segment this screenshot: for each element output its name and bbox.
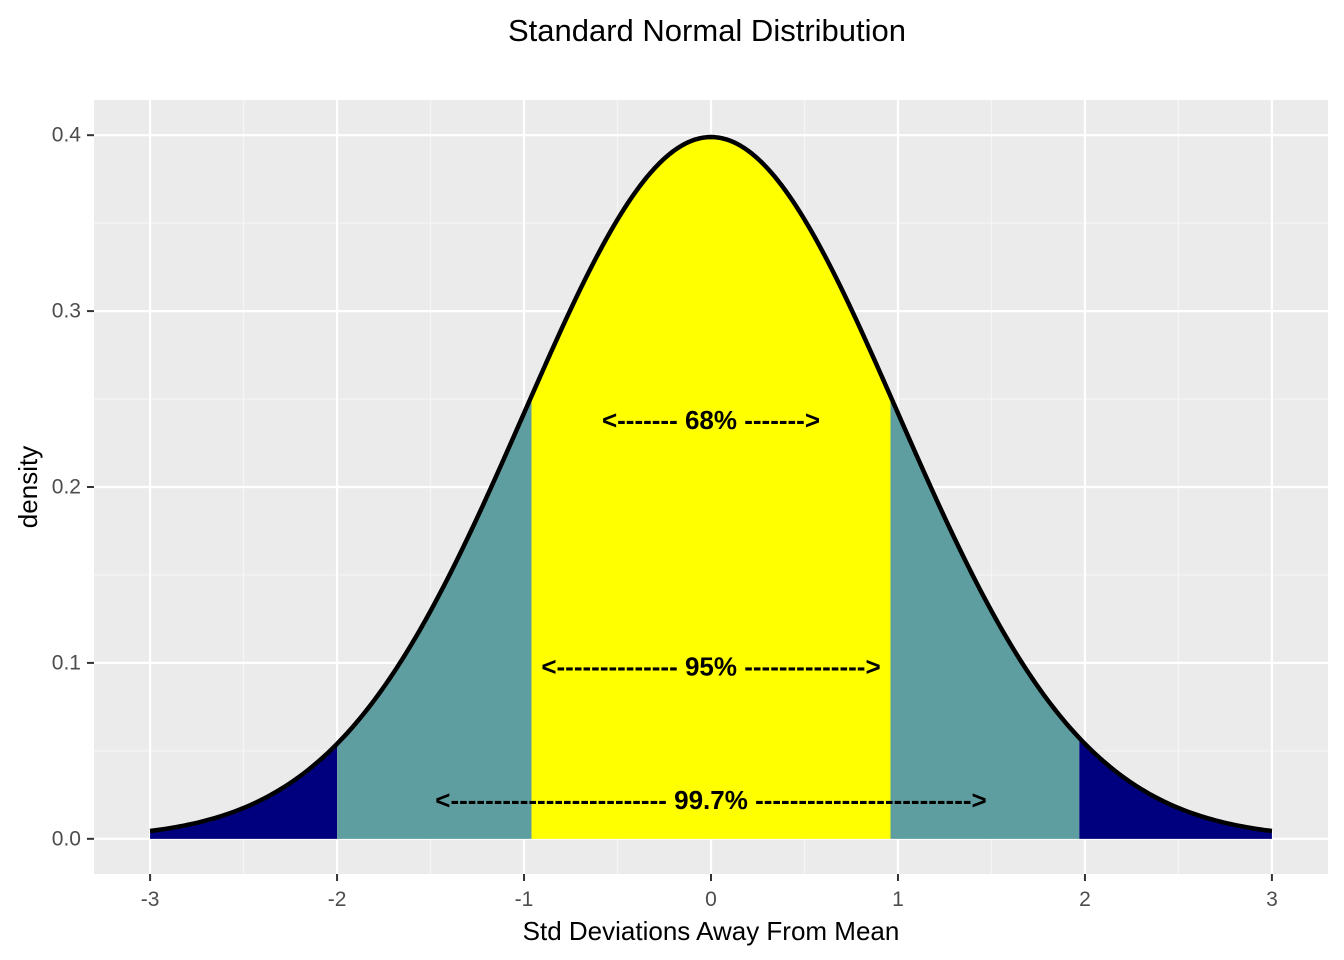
y-axis-ticks: 0.0 0.1 0.2 0.3 0.4 [52, 124, 94, 850]
shaded-region-1 [150, 743, 338, 839]
x-tick-label: 0 [705, 888, 717, 911]
annotation-3: <------------------------- 99.7% -------… [435, 785, 986, 815]
annotation-2: <-------------- 95% --------------> [541, 651, 880, 681]
y-axis-title: density [13, 446, 43, 528]
density-curve [149, 134, 1273, 834]
annotations: <------- 68% -------> <-------------- 95%… [435, 405, 986, 815]
y-tick-label: 0.4 [52, 124, 82, 147]
y-tick-label: 0.2 [52, 476, 81, 499]
x-tick-label: -2 [328, 888, 347, 911]
x-tick-label: 1 [892, 888, 904, 911]
y-tick-label: 0.3 [52, 300, 81, 323]
x-axis-title: Std Deviations Away From Mean [523, 916, 900, 946]
shaded-region-5 [1079, 738, 1272, 839]
x-tick-label: 2 [1079, 888, 1091, 911]
shaded-region-3 [531, 137, 891, 839]
x-tick-label: -3 [141, 888, 160, 911]
annotation-1: <------- 68% -------> [602, 405, 820, 435]
x-axis-ticks: -3 -2 -1 0 1 2 3 [141, 874, 1278, 911]
x-tick-label: 3 [1266, 888, 1278, 911]
chart-title: Standard Normal Distribution [508, 13, 906, 48]
x-tick-label: -1 [515, 888, 534, 911]
y-tick-label: 0.1 [52, 651, 81, 674]
y-tick-label: 0.0 [52, 827, 81, 850]
